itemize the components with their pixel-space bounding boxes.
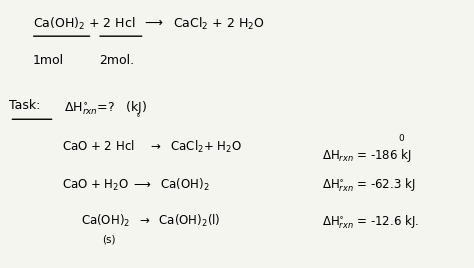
Text: 0: 0	[398, 134, 404, 143]
Text: CaO + H$_2$O $\longrightarrow$  Ca(OH)$_2$: CaO + H$_2$O $\longrightarrow$ Ca(OH)$_2…	[62, 177, 209, 193]
Text: $\Delta$H$^{\circ}_{rxn}$=?   (kJ): $\Delta$H$^{\circ}_{rxn}$=? (kJ)	[64, 99, 147, 117]
Text: $_{\circ}$: $_{\circ}$	[135, 109, 141, 118]
Text: (s): (s)	[102, 234, 115, 244]
Text: 2mol.: 2mol.	[100, 54, 135, 67]
Text: Task:: Task:	[9, 99, 41, 112]
Text: CaO + 2 Hcl    $\rightarrow$  CaCl$_2$+ H$_2$O: CaO + 2 Hcl $\rightarrow$ CaCl$_2$+ H$_2…	[62, 139, 242, 155]
Text: 1mol: 1mol	[32, 54, 64, 67]
Text: $\Delta$H$^{\circ}_{rxn}$ = -12.6 kJ.: $\Delta$H$^{\circ}_{rxn}$ = -12.6 kJ.	[322, 213, 419, 230]
Text: Ca(OH)$_2$  $\rightarrow$  Ca(OH)$_2$(l): Ca(OH)$_2$ $\rightarrow$ Ca(OH)$_2$(l)	[81, 213, 220, 229]
Text: $\Delta$H$^{\circ}_{rxn}$ = -62.3 kJ: $\Delta$H$^{\circ}_{rxn}$ = -62.3 kJ	[322, 177, 416, 194]
Text: Ca(OH)$_2$ + 2 Hcl  $\longrightarrow$  CaCl$_2$ + 2 H$_2$O: Ca(OH)$_2$ + 2 Hcl $\longrightarrow$ CaC…	[33, 16, 265, 32]
Text: $\Delta$H$_{rxn}$ = -186 kJ: $\Delta$H$_{rxn}$ = -186 kJ	[322, 147, 412, 164]
